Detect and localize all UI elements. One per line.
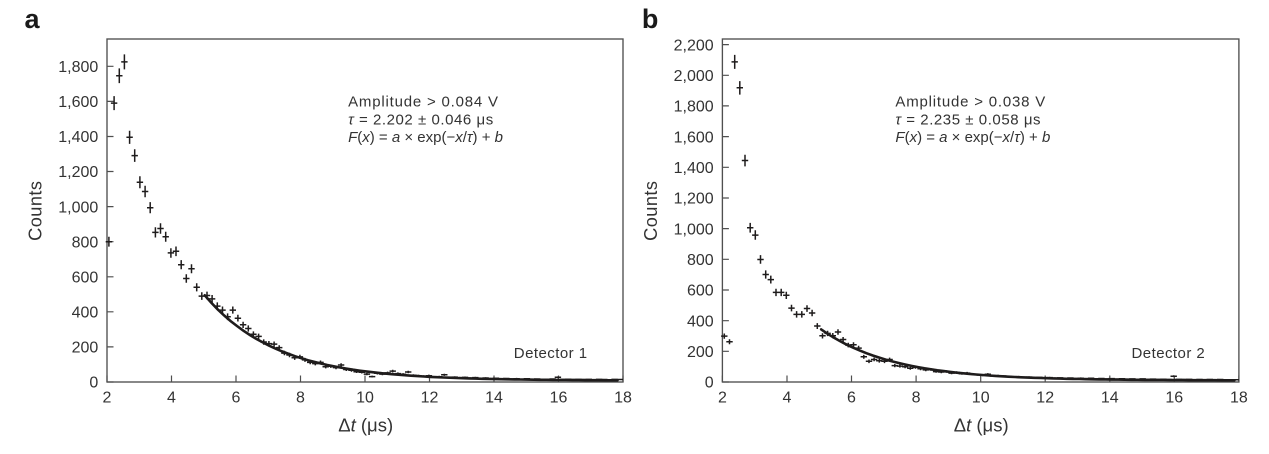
svg-text:1,800: 1,800 <box>58 59 98 76</box>
svg-text:0: 0 <box>705 375 714 392</box>
svg-text:2: 2 <box>103 390 112 407</box>
svg-text:4: 4 <box>167 390 176 407</box>
svg-text:600: 600 <box>72 270 99 287</box>
svg-text:Counts: Counts <box>641 181 661 241</box>
svg-text:6: 6 <box>232 390 241 407</box>
svg-text:1,400: 1,400 <box>58 129 98 146</box>
svg-text:800: 800 <box>72 234 99 251</box>
svg-text:τ = 2.235 ± 0.058 μs: τ = 2.235 ± 0.058 μs <box>895 111 1041 128</box>
svg-text:800: 800 <box>687 252 714 269</box>
svg-text:12: 12 <box>1036 390 1054 407</box>
svg-text:Detector 2: Detector 2 <box>1132 345 1206 362</box>
svg-text:400: 400 <box>687 313 714 330</box>
svg-text:Amplitude > 0.038 V: Amplitude > 0.038 V <box>895 94 1046 111</box>
svg-text:6: 6 <box>847 390 856 407</box>
svg-text:Amplitude > 0.084 V: Amplitude > 0.084 V <box>348 94 499 111</box>
svg-text:8: 8 <box>912 390 921 407</box>
svg-text:1,000: 1,000 <box>58 199 98 216</box>
svg-text:1,600: 1,600 <box>58 94 98 111</box>
svg-text:1,200: 1,200 <box>674 191 714 208</box>
svg-text:18: 18 <box>1230 390 1248 407</box>
svg-text:Δt (μs): Δt (μs) <box>338 414 393 435</box>
svg-text:10: 10 <box>972 390 990 407</box>
svg-text:Detector 1: Detector 1 <box>514 345 588 362</box>
svg-text:14: 14 <box>485 390 503 407</box>
svg-text:0: 0 <box>89 375 98 392</box>
svg-text:16: 16 <box>1165 390 1183 407</box>
svg-text:b: b <box>642 4 659 34</box>
svg-text:2,000: 2,000 <box>674 68 714 85</box>
svg-text:F(x) = a × exp(−x/τ) + b: F(x) = a × exp(−x/τ) + b <box>348 129 503 146</box>
svg-text:1,800: 1,800 <box>674 99 714 116</box>
svg-text:2: 2 <box>718 390 727 407</box>
svg-text:2,200: 2,200 <box>674 37 714 54</box>
svg-text:τ = 2.202 ± 0.046 μs: τ = 2.202 ± 0.046 μs <box>348 111 494 128</box>
svg-text:1,600: 1,600 <box>674 129 714 146</box>
svg-text:400: 400 <box>72 305 99 322</box>
svg-text:1,000: 1,000 <box>674 221 714 238</box>
svg-text:200: 200 <box>687 344 714 361</box>
svg-text:18: 18 <box>614 390 632 407</box>
svg-text:14: 14 <box>1101 390 1119 407</box>
svg-text:Δt (μs): Δt (μs) <box>954 414 1009 435</box>
svg-text:10: 10 <box>356 390 374 407</box>
svg-text:8: 8 <box>296 390 305 407</box>
svg-text:F(x) = a × exp(−x/τ) + b: F(x) = a × exp(−x/τ) + b <box>895 129 1050 146</box>
svg-text:12: 12 <box>421 390 439 407</box>
svg-text:16: 16 <box>550 390 568 407</box>
svg-text:600: 600 <box>687 283 714 300</box>
svg-text:4: 4 <box>783 390 792 407</box>
svg-text:Counts: Counts <box>25 181 45 241</box>
svg-text:200: 200 <box>72 340 99 357</box>
svg-text:a: a <box>25 4 41 34</box>
svg-text:1,200: 1,200 <box>58 164 98 181</box>
svg-text:1,400: 1,400 <box>674 160 714 177</box>
